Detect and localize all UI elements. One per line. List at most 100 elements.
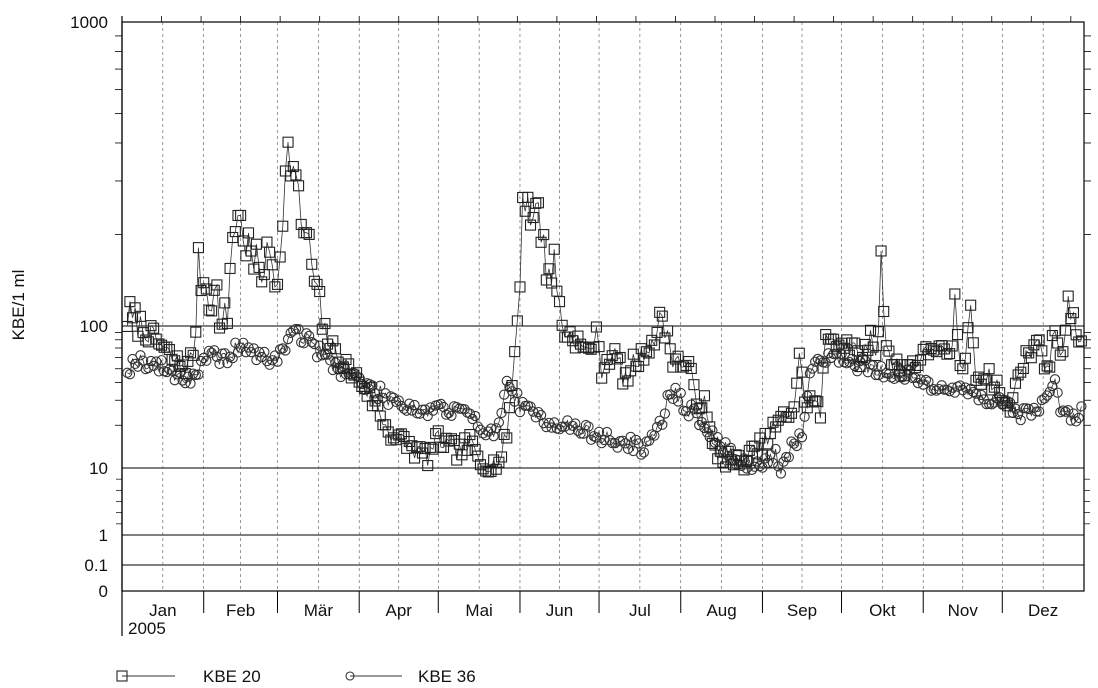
data-point-kbe20 [184, 347, 197, 359]
data-point-kbe20 [266, 259, 278, 271]
data-point-kbe36 [844, 356, 855, 368]
data-point-kbe36 [375, 380, 386, 391]
data-point-kbe20 [593, 341, 605, 353]
series-line-kbe20 [126, 142, 1082, 473]
data-point-kbe36 [986, 399, 997, 410]
data-point-kbe20 [532, 197, 544, 209]
legend-item-kbe20: KBE 20 [116, 667, 261, 686]
data-point-kbe36 [767, 457, 779, 469]
data-point-kbe36 [203, 345, 215, 357]
data-point-kbe20 [983, 363, 995, 375]
data-point-kbe36 [269, 350, 281, 361]
data-point-kbe36 [493, 417, 505, 428]
data-point-kbe36 [514, 406, 526, 418]
data-point-kbe20 [224, 262, 236, 275]
data-point-kbe20 [991, 374, 1003, 386]
data-point-kbe20 [472, 450, 484, 462]
data-point-kbe20 [640, 346, 653, 358]
data-point-kbe36 [451, 402, 462, 413]
data-point-kbe20 [192, 242, 204, 254]
data-point-kbe20 [303, 228, 315, 240]
data-point-kbe20 [1041, 360, 1053, 372]
data-point-kbe20 [203, 304, 215, 316]
data-point-kbe20 [329, 343, 342, 355]
data-point-kbe36 [630, 434, 642, 446]
data-point-kbe36 [443, 407, 454, 419]
x-tick-label: Aug [706, 601, 736, 620]
y-tick-label: 1000 [70, 13, 108, 32]
data-point-kbe20 [343, 358, 355, 370]
data-point-kbe20 [796, 366, 808, 378]
data-point-kbe36 [485, 423, 497, 434]
data-point-kbe20 [519, 205, 531, 217]
data-point-kbe36 [1052, 387, 1063, 398]
data-point-kbe36 [636, 449, 647, 460]
data-point-kbe36 [638, 447, 650, 458]
data-point-kbe36 [277, 343, 288, 354]
data-point-kbe36 [657, 419, 668, 430]
data-point-kbe20 [872, 326, 884, 338]
data-point-kbe36 [472, 421, 483, 432]
data-point-kbe20 [1062, 290, 1074, 302]
data-point-kbe20 [817, 362, 829, 374]
data-point-kbe36 [530, 412, 541, 423]
data-point-kbe20 [495, 451, 508, 463]
data-point-kbe20 [899, 370, 911, 382]
data-point-kbe36 [446, 410, 457, 421]
data-point-kbe36 [799, 411, 810, 422]
data-point-kbe20 [340, 353, 352, 366]
series-kbe20 [121, 136, 1087, 478]
data-point-kbe36 [886, 372, 897, 383]
data-point-kbe20 [864, 324, 877, 336]
data-point-kbe20 [242, 227, 255, 239]
data-point-kbe36 [670, 382, 681, 394]
data-point-kbe20 [553, 296, 566, 308]
data-point-kbe20 [506, 379, 518, 392]
data-point-kbe36 [1065, 415, 1076, 426]
data-point-kbe36 [122, 367, 133, 378]
data-point-kbe36 [580, 419, 592, 431]
data-point-kbe20 [1015, 366, 1027, 378]
data-point-kbe20 [1017, 362, 1029, 375]
data-point-kbe36 [612, 442, 623, 453]
data-point-kbe20 [967, 337, 979, 349]
tick-labels: 0 0.1 1 10 100 1000 Jan Feb Mär Apr Mai Jun Jul Aug Se… [70, 13, 1058, 620]
x-tick-label: Jun [546, 601, 573, 620]
data-point-kbe36 [322, 349, 333, 360]
data-point-kbe36 [810, 356, 821, 367]
data-point-kbe36 [554, 424, 565, 435]
data-point-kbe36 [1028, 402, 1040, 414]
data-point-kbe36 [791, 440, 802, 452]
data-point-kbe36 [169, 375, 180, 386]
data-point-kbe20 [1075, 335, 1087, 347]
data-point-kbe36 [1076, 401, 1087, 412]
data-point-kbe36 [132, 361, 143, 372]
grid [122, 21, 1084, 592]
data-point-kbe20 [464, 429, 476, 441]
data-point-kbe20 [714, 445, 726, 457]
data-point-kbe20 [198, 277, 210, 289]
data-point-kbe36 [182, 371, 194, 382]
data-point-kbe20 [293, 180, 305, 192]
data-point-kbe20 [548, 243, 560, 255]
data-point-kbe36 [1049, 374, 1061, 385]
data-point-kbe20 [1073, 336, 1085, 348]
data-point-kbe36 [694, 419, 705, 431]
y-tick-label: 10 [89, 459, 108, 478]
data-point-kbe20 [949, 288, 961, 300]
y-axis-title: KBE/1 ml [9, 270, 28, 341]
data-point-kbe36 [380, 388, 391, 399]
data-point-kbe20 [319, 317, 331, 330]
data-point-kbe20 [870, 349, 882, 362]
data-point-kbe20 [145, 320, 157, 332]
data-point-kbe36 [224, 351, 236, 362]
data-point-kbe20 [1025, 352, 1037, 364]
data-point-kbe20 [466, 435, 479, 447]
data-point-kbe20 [179, 368, 191, 380]
data-point-kbe36 [419, 404, 431, 415]
data-point-kbe36 [633, 438, 644, 449]
data-point-kbe36 [533, 406, 544, 418]
x-tick-label: Jan [149, 601, 176, 620]
data-point-kbe36 [870, 369, 881, 381]
data-point-kbe36 [385, 391, 396, 402]
